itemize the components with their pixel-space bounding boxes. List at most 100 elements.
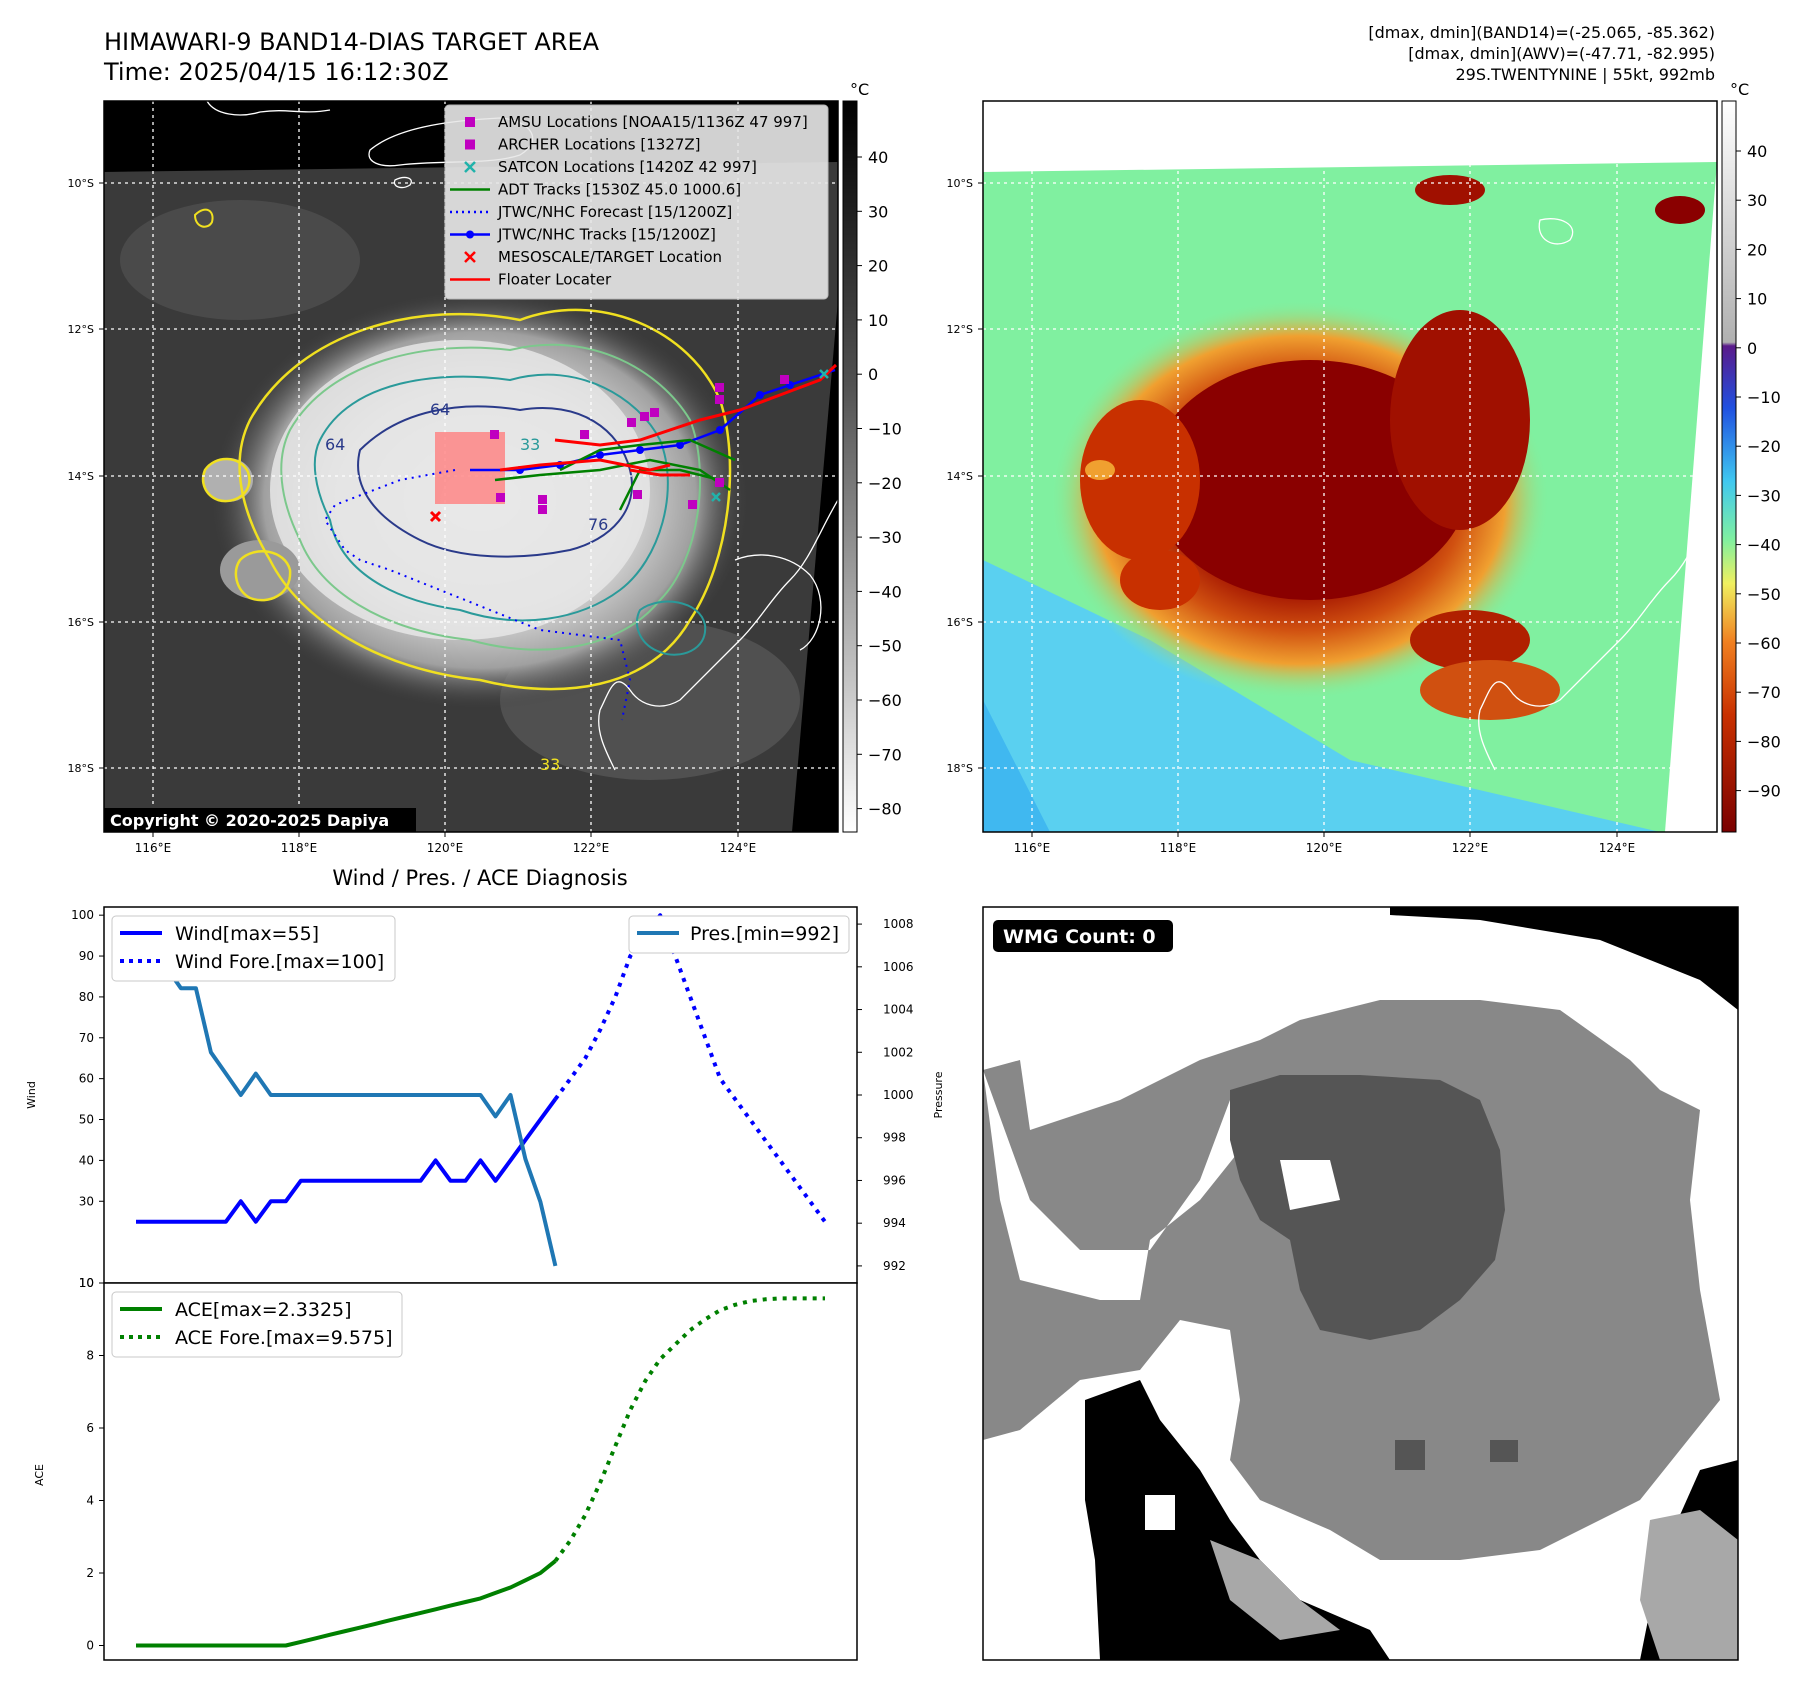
series-line-0 bbox=[136, 1097, 558, 1224]
lon-tick-label: 118°E bbox=[1160, 841, 1197, 855]
y-right-tick-label: 998 bbox=[883, 1131, 906, 1145]
legend-item: Floater Locater bbox=[450, 271, 612, 289]
legend-marker-square bbox=[465, 117, 475, 127]
y-tick-label: 70 bbox=[79, 1031, 94, 1045]
wmg-panel bbox=[983, 907, 1738, 1660]
lon-tick-label: 116°E bbox=[135, 841, 172, 855]
legend-label: AMSU Locations [NOAA15/1136Z 47 997] bbox=[498, 113, 808, 131]
contour-label: 76 bbox=[588, 515, 608, 534]
chart-title: Wind / Pres. / ACE Diagnosis bbox=[332, 866, 627, 890]
y-tick-label: 50 bbox=[79, 1113, 94, 1127]
legend-marker-x bbox=[464, 251, 476, 263]
colorbar-tick-label: −70 bbox=[1747, 683, 1781, 702]
colorbar-tick-label: −80 bbox=[868, 800, 902, 819]
lat-tick-label: 16°S bbox=[68, 616, 94, 629]
series-line-1 bbox=[553, 1296, 825, 1563]
copyright-text: Copyright © 2020-2025 Dapiya bbox=[110, 811, 389, 830]
colorbar-tick-label: −90 bbox=[1747, 782, 1781, 801]
y-tick-label: 90 bbox=[79, 949, 94, 963]
legend-marker-square bbox=[465, 139, 475, 150]
legend-ace: ACE[max=2.3325] bbox=[175, 1299, 352, 1321]
legend-item: AMSU Locations [NOAA15/1136Z 47 997] bbox=[465, 113, 808, 131]
wmg-count: WMG Count: 0 bbox=[1003, 926, 1156, 948]
jtwc-track bbox=[470, 368, 836, 472]
lon-tick-label: 124°E bbox=[1599, 841, 1636, 855]
colorbar-tick-label: 10 bbox=[1747, 290, 1767, 309]
lat-tick-label: 10°S bbox=[947, 177, 973, 190]
colorbar-gray-unit: °C bbox=[850, 80, 869, 99]
colorbar-tick-label: −10 bbox=[1747, 388, 1781, 407]
lat-tick-label: 18°S bbox=[68, 762, 94, 775]
y-right-tick-label: 992 bbox=[883, 1259, 906, 1273]
y-tick-label: 100 bbox=[71, 908, 94, 922]
y-tick-label: 4 bbox=[86, 1494, 94, 1508]
lat-tick-label: 12°S bbox=[947, 323, 973, 336]
legend-wind: Wind[max=55] bbox=[175, 923, 319, 945]
colorbar-tick-label: 0 bbox=[1747, 339, 1757, 358]
lon-tick-label: 124°E bbox=[720, 841, 757, 855]
figure-time: Time: 2025/04/15 16:12:30Z bbox=[103, 58, 449, 86]
colorbar-tick-label: −80 bbox=[1747, 732, 1781, 751]
ace-plot: 0 2 4 6 8 10 bbox=[79, 1276, 825, 1653]
lat-tick-label: 12°S bbox=[68, 323, 94, 336]
satcon-markers bbox=[711, 369, 829, 502]
y-right-tick-label: 996 bbox=[883, 1173, 906, 1187]
y-right-tick-label: 1002 bbox=[883, 1045, 914, 1059]
colorbar-tick-label: −70 bbox=[868, 745, 902, 764]
legend-item: ARCHER Locations [1327Z] bbox=[465, 136, 701, 154]
wind-pressure-plot: 10 30 40 50 60 70 80 90 100 992 994 996 998 1000 1002 1… bbox=[71, 908, 913, 1290]
lat-tick-label: 14°S bbox=[947, 470, 973, 483]
colorbar-tick-label: 10 bbox=[868, 311, 888, 330]
contour-label: 64 bbox=[430, 400, 450, 419]
series-line-1 bbox=[553, 913, 827, 1223]
legend-label: JTWC/NHC Forecast [15/1200Z] bbox=[497, 203, 732, 221]
colorbar-tick-label: 30 bbox=[1747, 191, 1767, 210]
legend-label: MESOSCALE/TARGET Location bbox=[498, 248, 722, 266]
colorbar-tick-label: −20 bbox=[1747, 437, 1781, 456]
pressure-legend: Pres.[min=992] bbox=[628, 915, 850, 954]
y-right-tick-label: 1008 bbox=[883, 917, 914, 931]
wind-legend: Wind[max=55] Wind Fore.[max=100] bbox=[111, 915, 396, 982]
colorbar-gray-ticks: 40 30 20 10 0 −10 −20 −30 −40 −50 −60 −70 −80 bbox=[857, 148, 902, 819]
pressure-axis-label: Pressure bbox=[932, 1071, 945, 1118]
legend-item: JTWC/NHC Forecast [15/1200Z] bbox=[450, 203, 732, 221]
legend-label: ADT Tracks [1530Z 45.0 1000.6] bbox=[498, 181, 741, 199]
wind-axis-label: Wind bbox=[25, 1081, 38, 1109]
colorbar-tick-label: 40 bbox=[1747, 142, 1767, 161]
colorbar-tick-label: −40 bbox=[868, 582, 902, 601]
map-ir-gray-frame bbox=[103, 100, 839, 833]
y-tick-label: 30 bbox=[79, 1194, 94, 1208]
colorbar-gray bbox=[842, 100, 858, 833]
lat-tick-label: 14°S bbox=[68, 470, 94, 483]
legend-label: Floater Locater bbox=[498, 271, 612, 289]
legend-item: MESOSCALE/TARGET Location bbox=[464, 248, 722, 266]
target-area-box bbox=[435, 432, 505, 504]
colorbar-tick-label: −60 bbox=[1747, 634, 1781, 653]
y-tick-label: 8 bbox=[86, 1349, 94, 1363]
series-line-0 bbox=[136, 1559, 557, 1648]
y-tick-label: 60 bbox=[79, 1072, 94, 1086]
copyright-box bbox=[104, 808, 416, 832]
map-ir-gray-axes: 10°S 12°S 14°S 16°S 18°S 116°E 118°E 120°E 122°E… bbox=[68, 177, 757, 855]
legend-label: ARCHER Locations [1327Z] bbox=[498, 136, 701, 154]
info-awv: [dmax, dmin](AWV)=(-47.71, -82.995) bbox=[1408, 44, 1715, 63]
y-right-tick-label: 1006 bbox=[883, 960, 914, 974]
colorbar-tick-label: 20 bbox=[1747, 240, 1767, 259]
y-tick-label: 40 bbox=[79, 1153, 94, 1167]
colorbar-tick-label: 30 bbox=[868, 202, 888, 221]
legend-marker-dot bbox=[466, 230, 474, 239]
ace-axis-label: ACE bbox=[33, 1464, 46, 1486]
legend-wind-forecast: Wind Fore.[max=100] bbox=[175, 951, 384, 973]
lat-tick-label: 18°S bbox=[947, 762, 973, 775]
y-tick-label: 0 bbox=[86, 1639, 94, 1653]
lon-tick-label: 120°E bbox=[1306, 841, 1343, 855]
ace-legend: ACE[max=2.3325] ACE Fore.[max=9.575] bbox=[111, 1291, 403, 1358]
lon-tick-label: 122°E bbox=[573, 841, 610, 855]
wmg-frame bbox=[982, 906, 1739, 1661]
colorbar-tick-label: −50 bbox=[1747, 585, 1781, 604]
colorbar-color-ticks: 40 30 20 10 0 −10 −20 −30 −40 −50 −60 −70 −80 −90 bbox=[1736, 142, 1781, 801]
colorbar-tick-label: −30 bbox=[1747, 486, 1781, 505]
y-right-tick-label: 1004 bbox=[883, 1003, 914, 1017]
lon-tick-label: 116°E bbox=[1014, 841, 1051, 855]
legend-label: JTWC/NHC Tracks [15/1200Z] bbox=[497, 226, 716, 244]
